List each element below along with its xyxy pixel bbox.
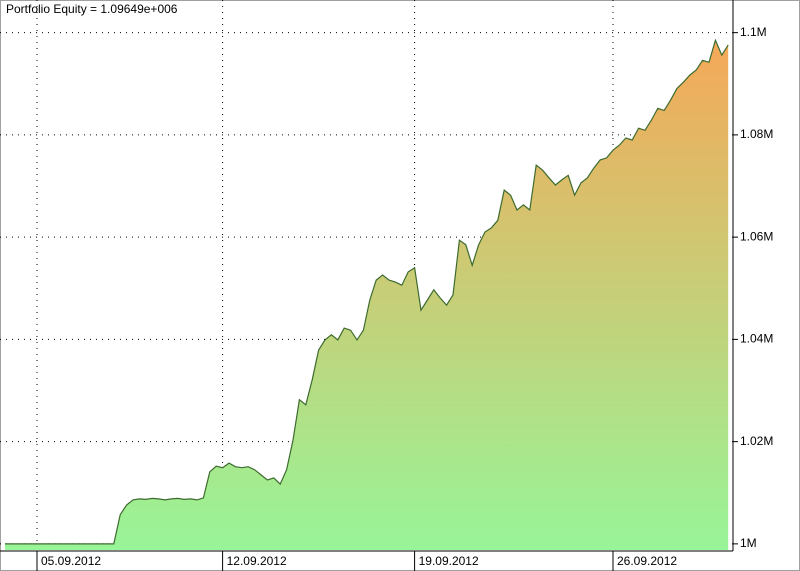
y-tick-label: 1.1M — [740, 25, 767, 39]
x-tick-label: 05.09.2012 — [41, 554, 101, 568]
line — [5, 38, 729, 545]
y-tick-label: 1M — [740, 536, 757, 550]
x-tick-label: 26.09.2012 — [617, 554, 677, 568]
chart-title: Portfolio Equity = 1.09649e+006 — [6, 2, 178, 16]
x-tick-label: 19.09.2012 — [419, 554, 479, 568]
y-tick-label: 1.06M — [740, 229, 773, 243]
y-tick-label: 1.08M — [740, 127, 773, 141]
y-tick-label: 1.02M — [740, 434, 773, 448]
x-tick-label: 12.09.2012 — [227, 554, 287, 568]
y-tick-label: 1.04M — [740, 332, 773, 346]
area — [5, 40, 729, 551]
